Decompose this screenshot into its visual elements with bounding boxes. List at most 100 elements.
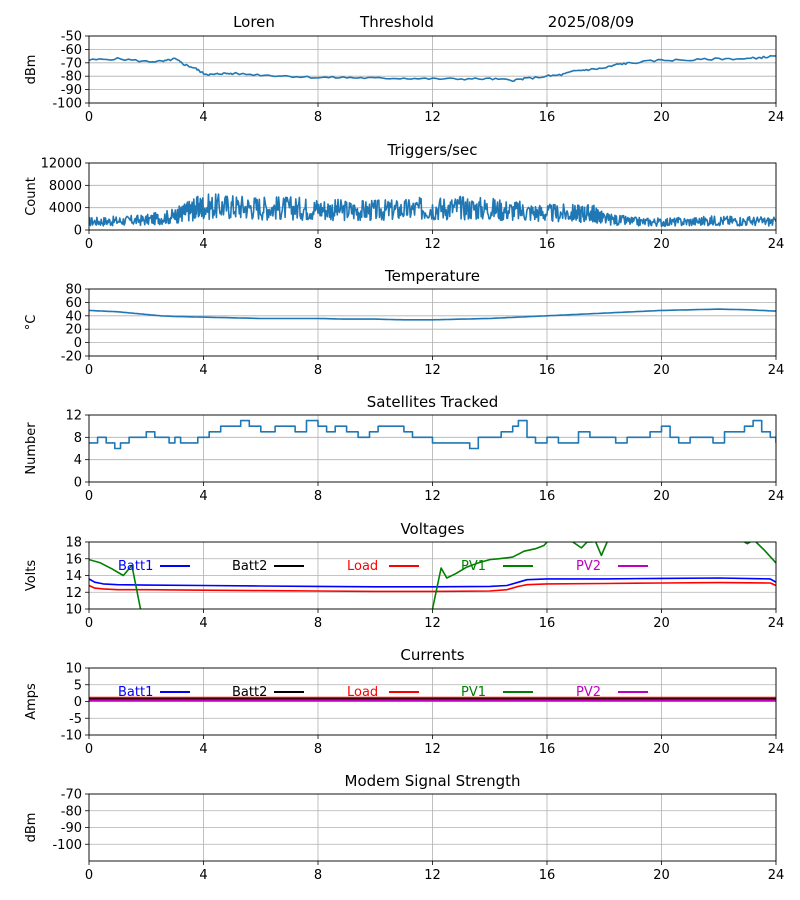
x-tick-label: 12 (424, 363, 441, 378)
x-tick-label: 8 (314, 616, 322, 631)
plot-frame (88, 288, 777, 357)
x-tick-label: 0 (85, 363, 93, 378)
y-tick-label: 0 (74, 336, 82, 351)
series-line-pv1 (89, 558, 142, 609)
x-tick-label: 0 (85, 489, 93, 504)
chart-panel-3: Satellites Tracked 0 4 8 12 16 20 24 0 4 8 12 Number (24, 393, 784, 504)
x-tick-label: 12 (424, 237, 441, 252)
y-tick-label: 4 (74, 453, 82, 468)
x-tick-label: 4 (199, 110, 207, 125)
x-tick-label: 4 (199, 237, 207, 252)
y-tick-label: -70 (61, 56, 82, 71)
header-date: 2025/08/09 (548, 13, 634, 31)
series-line-load (89, 581, 776, 593)
x-tick-label: 24 (768, 742, 785, 757)
y-tick-label: -90 (61, 83, 82, 98)
x-tick-label: 20 (653, 868, 670, 883)
y-tick-label: 0 (74, 224, 82, 239)
y-tick-label: 14 (65, 569, 82, 584)
series-line-pv1 (572, 542, 593, 549)
header-station: Loren (233, 13, 275, 31)
y-tick-label: -100 (52, 838, 82, 853)
x-tick-label: 8 (314, 237, 322, 252)
x-tick-label: 20 (653, 363, 670, 378)
series-line-pv1 (594, 542, 608, 557)
plot-frame (88, 35, 777, 104)
y-tick-label: 12 (65, 409, 82, 424)
legend-label-pv2: PV2 (576, 559, 601, 574)
y-tick-label: 0 (74, 476, 82, 491)
plot-frame (88, 541, 777, 610)
y-tick-label: -5 (69, 712, 82, 727)
y-tick-label: 5 (74, 678, 82, 693)
series-line-0 (89, 419, 776, 450)
x-tick-label: 24 (768, 110, 785, 125)
x-tick-label: 8 (314, 110, 322, 125)
y-tick-label: -60 (61, 43, 82, 58)
x-tick-label: 24 (768, 616, 785, 631)
plot-frame (88, 162, 777, 231)
series-line-batt1 (89, 577, 776, 588)
x-tick-label: 20 (653, 616, 670, 631)
chart-title: Voltages (400, 520, 464, 538)
x-tick-label: 20 (653, 110, 670, 125)
y-axis-label: dBm (24, 55, 39, 85)
chart-title: Currents (400, 646, 464, 664)
y-axis-label: dBm (24, 813, 39, 843)
x-tick-label: 0 (85, 868, 93, 883)
series-line-0 (89, 193, 776, 228)
y-tick-label: 16 (65, 552, 82, 567)
chart-title: Satellites Tracked (367, 393, 498, 411)
y-tick-label: -80 (61, 804, 82, 819)
x-tick-label: 24 (768, 363, 785, 378)
series-line-pv1 (755, 542, 776, 564)
legend-label-batt1: Batt1 (118, 559, 153, 574)
y-tick-label: 8000 (49, 179, 82, 194)
x-tick-label: 4 (199, 616, 207, 631)
x-tick-label: 12 (424, 868, 441, 883)
series-line-0 (89, 308, 776, 321)
y-tick-label: -50 (61, 30, 82, 45)
y-tick-label: 12000 (41, 157, 82, 172)
y-tick-label: -80 (61, 70, 82, 85)
series-line-pv1 (431, 542, 548, 609)
y-tick-label: -20 (61, 350, 82, 365)
plot-frame (88, 793, 777, 862)
x-tick-label: 0 (85, 742, 93, 757)
y-tick-label: -10 (61, 729, 82, 744)
chart-title: Modem Signal Strength (345, 772, 521, 790)
x-tick-label: 12 (424, 616, 441, 631)
legend-label-pv2: PV2 (576, 685, 601, 700)
x-tick-label: 8 (314, 868, 322, 883)
x-tick-label: 0 (85, 616, 93, 631)
x-tick-label: 4 (199, 489, 207, 504)
y-tick-label: 10 (65, 603, 82, 618)
chart-panel-6: Modem Signal Strength 0 4 8 12 16 20 24 -70-80 -9… (24, 772, 784, 883)
x-tick-label: 0 (85, 110, 93, 125)
legend-label-batt1: Batt1 (118, 685, 153, 700)
header-threshold: Threshold (359, 13, 434, 31)
x-tick-label: 0 (85, 237, 93, 252)
legend-label-pv1: PV1 (461, 559, 486, 574)
legend-label-pv1: PV1 (461, 685, 486, 700)
x-tick-label: 8 (314, 363, 322, 378)
legend-label-batt2: Batt2 (232, 685, 267, 700)
y-axis-label: Number (24, 422, 39, 475)
chart-panel-0: 0 4 8 12 16 20 24 -50-60-70-80-90-100 dBm (24, 30, 784, 126)
y-axis-label: Amps (24, 683, 39, 720)
y-tick-label: 4000 (49, 201, 82, 216)
x-tick-label: 4 (199, 742, 207, 757)
y-tick-label: 18 (65, 536, 82, 551)
x-tick-label: 12 (424, 742, 441, 757)
chart-title: Triggers/sec (387, 141, 478, 159)
x-tick-label: 4 (199, 363, 207, 378)
y-tick-label: 20 (65, 323, 82, 338)
plot-frame (88, 414, 777, 483)
x-tick-label: 12 (424, 110, 441, 125)
x-tick-label: 8 (314, 742, 322, 757)
chart-panel-1: Triggers/sec 0 4 8 12 16 20 24 0 4000 8000 12000Cou… (24, 141, 784, 252)
y-tick-label: 40 (65, 309, 82, 324)
